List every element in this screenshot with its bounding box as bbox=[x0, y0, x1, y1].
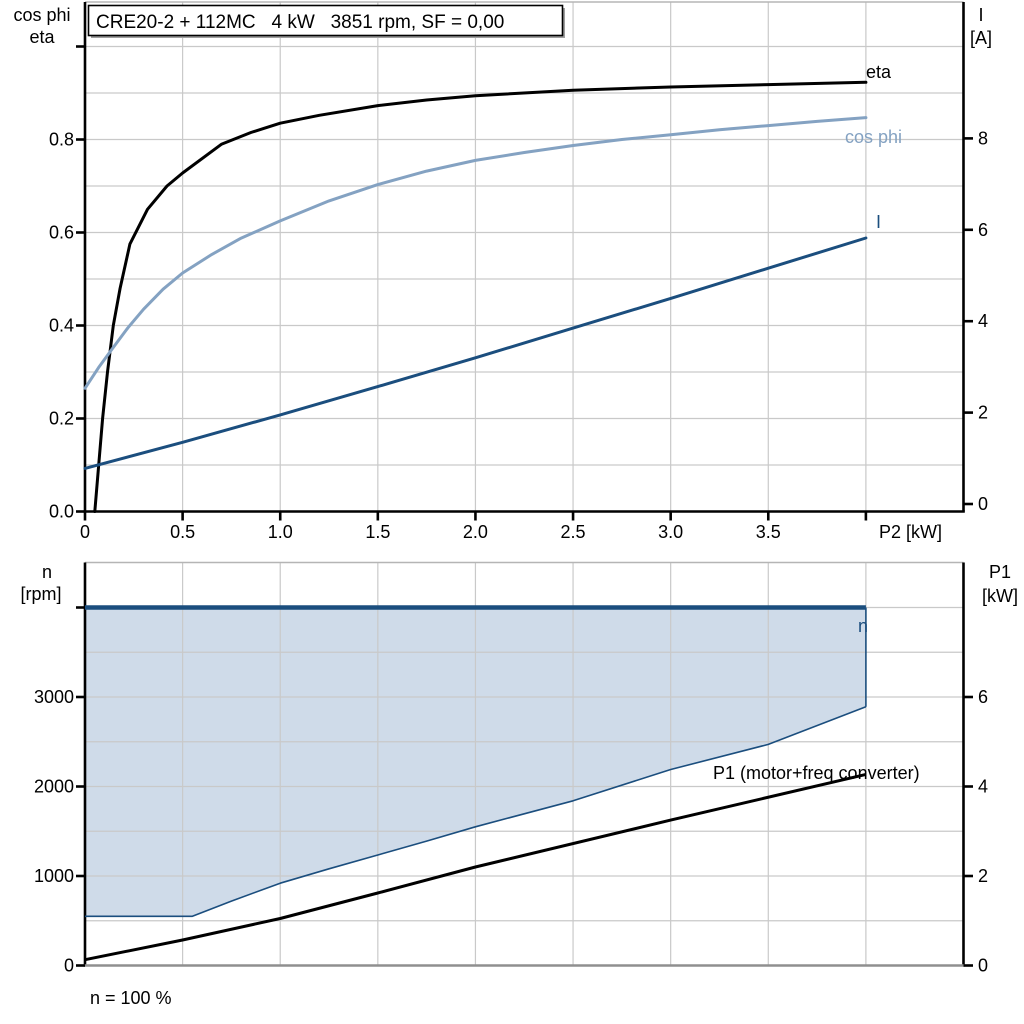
x-axis-title: P2 [kW] bbox=[879, 522, 942, 542]
top-right-ticks: 0 2 4 6 8 bbox=[963, 128, 988, 514]
bottom-right-ticks: 0 2 4 6 bbox=[963, 687, 988, 976]
y-left-axis-title-line2: eta bbox=[29, 27, 55, 47]
x-tick-label: 0.5 bbox=[170, 522, 195, 542]
curve-n-min bbox=[85, 706, 867, 918]
curve-i bbox=[83, 236, 868, 470]
y-right-tick-label: 6 bbox=[978, 220, 988, 240]
x-tick-label: 1.0 bbox=[268, 522, 293, 542]
curve-eta bbox=[93, 80, 868, 513]
y-right-tick-label: 6 bbox=[978, 687, 988, 707]
y-left-tick-label: 0.4 bbox=[49, 316, 74, 336]
bottom-left-ticks: 0 1000 2000 3000 bbox=[34, 606, 85, 976]
y-right-tick-label: 2 bbox=[978, 866, 988, 886]
bottom-axis-headers: n[rpm] P1 [kW] bbox=[20, 562, 1018, 606]
y-left-axis-title-line1: n bbox=[42, 562, 52, 582]
top-x-ticks: 0 0.5 1.0 1.5 2.0 2.5 3.0 3.5 P2 [kW] bbox=[80, 511, 942, 542]
y-left-tick-label: 1000 bbox=[34, 866, 74, 886]
y-right-tick-label: 8 bbox=[978, 128, 988, 148]
series-label: eta bbox=[866, 62, 892, 82]
y-right-tick-label: 4 bbox=[978, 311, 988, 331]
top-curves bbox=[83, 80, 868, 513]
top-chart: 0.0 0.2 0.4 0.6 0.8 0 2 4 6 8 0 0.5 1.0 1.5 2.0 2.5 3.0 3… bbox=[13, 1, 992, 542]
y-left-tick-label: 2000 bbox=[34, 777, 74, 797]
top-gridlines bbox=[85, 2, 964, 512]
y-right-tick-label: 0 bbox=[978, 956, 988, 976]
x-tick-label: 0 bbox=[80, 522, 90, 542]
series-label: n bbox=[858, 616, 868, 636]
series-label: cos phi bbox=[845, 127, 902, 147]
y-left-axis-title-line2: [rpm] bbox=[20, 584, 61, 604]
y-right-tick-label: 0 bbox=[978, 494, 988, 514]
bottom-gridlines bbox=[85, 562, 964, 966]
x-tick-label: 3.0 bbox=[658, 522, 683, 542]
y-right-axis-title-line1: I bbox=[978, 5, 983, 25]
x-tick-label: 2.5 bbox=[561, 522, 586, 542]
chart-title-box: CRE20-2 + 112MC 4 kW 3851 rpm, SF = 0,00 bbox=[87, 4, 565, 38]
y-left-tick-label: 0.2 bbox=[49, 409, 74, 429]
series-label: P1 (motor+freq converter) bbox=[713, 763, 920, 783]
title-box-frame bbox=[87, 4, 564, 37]
y-right-axis-title-line2: [kW] bbox=[982, 586, 1018, 606]
series-label: n = 100 % bbox=[90, 988, 172, 1008]
y-right-axis-title-line1: P1 bbox=[989, 562, 1011, 582]
y-right-axis-title-line2: [A] bbox=[970, 28, 992, 48]
x-tick-label: 1.5 bbox=[365, 522, 390, 542]
bottom-curves bbox=[84, 605, 867, 962]
y-left-tick-label: 0.0 bbox=[49, 502, 74, 522]
y-left-tick-label: 0.6 bbox=[49, 223, 74, 243]
curve-cos-phi bbox=[83, 116, 868, 390]
y-left-axis-title-line1: cos phi bbox=[13, 5, 70, 25]
x-tick-label: 3.5 bbox=[756, 522, 781, 542]
curve-p1-motor-freq-converter- bbox=[84, 772, 867, 962]
series-label: I bbox=[876, 212, 881, 232]
x-tick-label: 2.0 bbox=[463, 522, 488, 542]
y-right-tick-label: 2 bbox=[978, 403, 988, 423]
chart-title: CRE20-2 + 112MC 4 kW 3851 rpm, SF = 0,00 bbox=[96, 12, 504, 33]
y-left-tick-label: 0 bbox=[64, 956, 74, 976]
top-left-ticks: 0.0 0.2 0.4 0.6 0.8 bbox=[49, 45, 85, 522]
y-left-tick-label: 0.8 bbox=[49, 130, 74, 150]
y-right-tick-label: 4 bbox=[978, 777, 988, 797]
y-left-tick-label: 3000 bbox=[34, 687, 74, 707]
